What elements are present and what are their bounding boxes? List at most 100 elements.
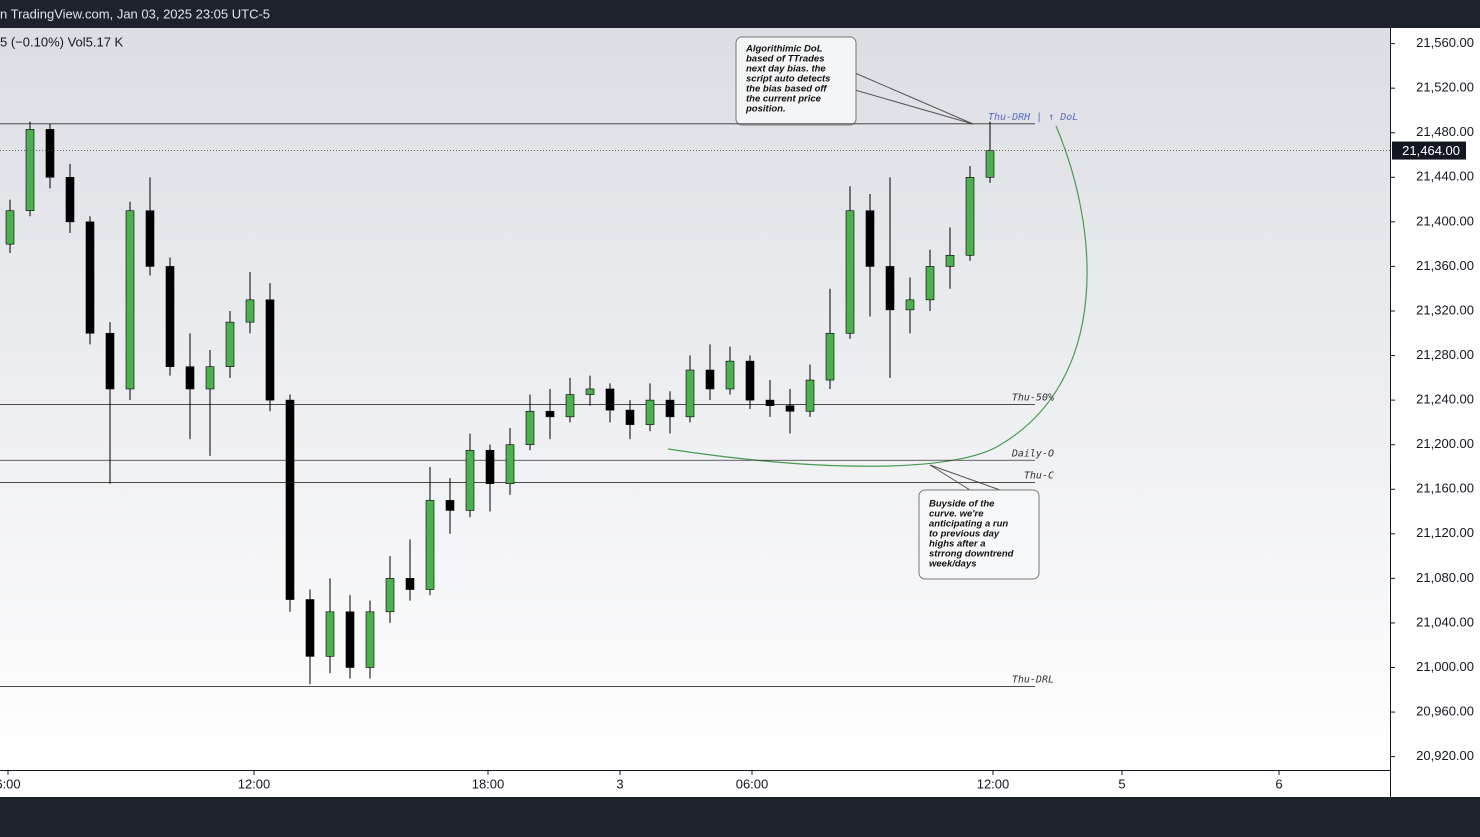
callout-box [735, 36, 857, 126]
last-price-box [1392, 141, 1466, 160]
candle-body [285, 399, 295, 600]
candle-body [45, 129, 55, 178]
x-tick-label: 6 [1275, 776, 1282, 791]
candle-body [725, 360, 735, 390]
y-tick-label: 21,120.00 [1416, 525, 1474, 540]
annotation-text: the bias based off [746, 84, 827, 95]
annotation-text: anticipating a run [929, 519, 1008, 530]
x-tick-label: 12:00 [977, 776, 1010, 791]
candle-body [465, 449, 475, 511]
candle-body [445, 500, 455, 511]
callout-box [918, 489, 1040, 580]
candle-body [945, 254, 955, 267]
y-tick-label: 21,160.00 [1416, 481, 1474, 496]
x-tick-label: 6:00 [0, 776, 21, 791]
y-tick-label: 21,000.00 [1416, 659, 1474, 674]
candle-body [85, 221, 95, 334]
annotation-text: position. [745, 104, 786, 115]
candle-body [365, 611, 375, 668]
candle-body [225, 321, 235, 367]
candle-body [545, 410, 555, 418]
candle-body [645, 399, 655, 425]
candle-body [525, 410, 535, 445]
legend-text: 5 (−0.10%) Vol5.17 K [0, 34, 124, 49]
annotation-text: based of TTrades [746, 54, 825, 65]
annotation-text: week/days [929, 559, 977, 570]
candle-body [185, 366, 195, 390]
header: n TradingView.com, Jan 03, 2025 23:05 UT… [0, 6, 270, 21]
annotation-text: next day bias. the [746, 64, 826, 75]
annotation-text: the current price [746, 94, 822, 105]
candle-body [5, 210, 15, 245]
y-tick-label: 21,400.00 [1416, 213, 1474, 228]
callout-pointer [854, 72, 974, 125]
candle-body [325, 611, 335, 657]
candle-body [305, 599, 315, 657]
last-price-label: 21,464.00 [1402, 143, 1460, 158]
candle-body [965, 176, 975, 256]
annotation-text: curve. we're [929, 509, 984, 520]
candle-body [65, 176, 75, 223]
y-tick-label: 21,240.00 [1416, 392, 1474, 407]
y-tick-label: 21,320.00 [1416, 302, 1474, 317]
candle-body [205, 366, 215, 390]
candle-body [925, 266, 935, 301]
candle-body [805, 379, 815, 412]
annotation-text: script auto detects [746, 74, 830, 85]
y-tick-label: 21,560.00 [1416, 35, 1474, 50]
annotation-text: strrong downtrend [929, 549, 1014, 560]
callout-pointer [929, 464, 1001, 491]
level-label: Thu-50% [1012, 393, 1054, 404]
candle-body [585, 388, 595, 395]
candle-body [485, 449, 495, 484]
y-tick-label: 21,360.00 [1416, 258, 1474, 273]
level-label: Daily-O [1011, 448, 1054, 459]
candle-body [565, 394, 575, 418]
candle-body [685, 369, 695, 418]
candle-body [885, 266, 895, 311]
candle-body [605, 388, 615, 411]
y-tick-label: 21,520.00 [1416, 80, 1474, 95]
y-tick-label: 21,040.00 [1416, 614, 1474, 629]
y-tick-label: 21,080.00 [1416, 570, 1474, 585]
candle-body [265, 299, 275, 401]
y-tick-label: 21,200.00 [1416, 436, 1474, 451]
candle-body [905, 299, 915, 311]
callout-pointer [929, 464, 971, 491]
candle-body [385, 578, 395, 613]
y-tick-label: 20,960.00 [1416, 704, 1474, 719]
annotation-text: Algorithimic DoL [745, 44, 823, 55]
candle-body [505, 444, 515, 484]
candle-body [705, 369, 715, 390]
plot-area [0, 28, 1390, 770]
candle-body [105, 332, 115, 390]
candle-body [405, 578, 415, 590]
candle-body [745, 360, 755, 401]
candle-body [985, 150, 995, 178]
candle-body [125, 210, 135, 390]
x-tick-label: 06:00 [736, 776, 769, 791]
candle-body [165, 266, 175, 367]
time-axis [0, 770, 1390, 797]
curve-arrow [667, 125, 1088, 467]
candle-body [145, 210, 155, 267]
candle-body [345, 611, 355, 668]
y-tick-label: 21,480.00 [1416, 124, 1474, 139]
candle-body [25, 129, 35, 212]
candle-body [245, 299, 255, 323]
x-tick-label: 5 [1118, 776, 1125, 791]
x-tick-label: 12:00 [238, 776, 271, 791]
y-tick-label: 21,280.00 [1416, 347, 1474, 362]
candle-body [845, 210, 855, 334]
candle-body [665, 399, 675, 418]
annotation-text: Buyside of the [929, 499, 995, 510]
level-label: Thu-DRL [1012, 674, 1054, 685]
callout-pointer [854, 89, 974, 125]
x-tick-label: 18:00 [472, 776, 505, 791]
x-tick-label: 3 [616, 776, 623, 791]
candle-body [765, 399, 775, 406]
top-bar [0, 0, 1480, 28]
level-label: Thu-C [1024, 471, 1054, 482]
candle-body [825, 332, 835, 381]
